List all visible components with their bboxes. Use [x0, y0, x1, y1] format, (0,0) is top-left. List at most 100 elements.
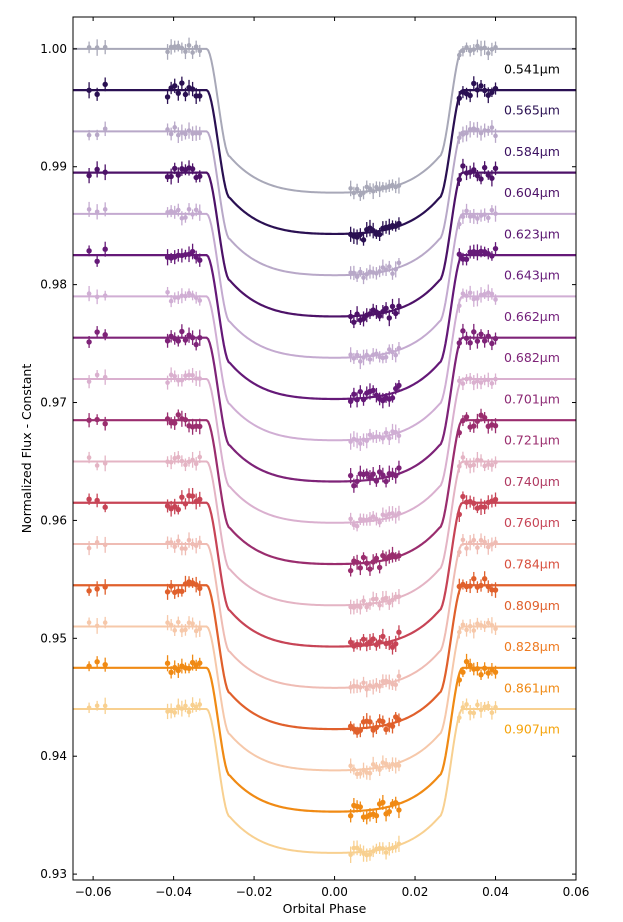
- data-point: [489, 462, 495, 468]
- data-point: [102, 169, 108, 175]
- data-point: [367, 516, 373, 522]
- data-series-10: [86, 450, 498, 615]
- data-point: [482, 463, 487, 469]
- data-point: [364, 604, 370, 610]
- wavelength-label-4: 0.623μm: [504, 226, 560, 241]
- data-point: [94, 416, 100, 423]
- data-point: [475, 127, 480, 133]
- data-point: [464, 208, 469, 214]
- data-point: [460, 455, 466, 460]
- data-point: [102, 584, 108, 590]
- y-tick-label: 0.94: [40, 749, 67, 763]
- data-point: [485, 620, 491, 626]
- data-point: [393, 267, 399, 272]
- data-point: [193, 207, 199, 213]
- data-point: [471, 462, 477, 468]
- data-point: [354, 438, 360, 443]
- data-point: [489, 125, 495, 130]
- data-point: [183, 373, 188, 379]
- data-point: [102, 542, 108, 548]
- data-point: [460, 163, 466, 169]
- wavelength-label-0: 0.541μm: [504, 61, 560, 76]
- data-point: [460, 705, 466, 710]
- data-point: [460, 493, 466, 500]
- data-point: [383, 305, 389, 312]
- wavelength-label-10: 0.740μm: [504, 474, 560, 489]
- data-point: [456, 429, 463, 436]
- data-point: [467, 340, 473, 346]
- data-point: [460, 622, 466, 628]
- data-point: [489, 340, 495, 347]
- data-point: [354, 274, 360, 280]
- data-point: [376, 313, 383, 319]
- data-point: [175, 454, 181, 460]
- data-point: [86, 248, 92, 254]
- data-point: [186, 290, 192, 296]
- data-point: [478, 46, 484, 51]
- data-point: [361, 190, 366, 196]
- data-point: [347, 472, 354, 479]
- data-point: [360, 636, 367, 642]
- wavelength-label-7: 0.682μm: [504, 350, 560, 365]
- data-point: [482, 624, 487, 629]
- data-point: [186, 459, 192, 465]
- data-point: [463, 658, 470, 665]
- data-point: [197, 660, 203, 666]
- data-point: [478, 537, 484, 543]
- data-point: [374, 596, 379, 602]
- data-point: [374, 764, 379, 770]
- data-point: [179, 80, 185, 86]
- data-point: [377, 602, 382, 608]
- wavelength-label-9: 0.721μm: [504, 433, 560, 448]
- data-point: [370, 636, 376, 642]
- data-point: [370, 559, 376, 565]
- data-point: [373, 309, 380, 315]
- data-point: [357, 231, 364, 238]
- data-point: [370, 849, 376, 854]
- wavelength-labels: 0.541μm 0.565μm 0.584μm 0.604μm 0.623μm 0.643…: [504, 61, 560, 736]
- data-point: [373, 392, 380, 398]
- data-point: [347, 639, 354, 645]
- data-point: [189, 166, 196, 172]
- data-point: [190, 293, 195, 298]
- data-point: [492, 335, 499, 342]
- data-point: [358, 269, 363, 275]
- data-point: [376, 564, 383, 571]
- wavelength-label-15: 0.861μm: [504, 680, 560, 695]
- data-point: [361, 355, 366, 360]
- data-point: [471, 628, 477, 633]
- data-point: [481, 665, 488, 671]
- data-point: [489, 89, 495, 95]
- data-point: [456, 511, 463, 518]
- data-point: [94, 703, 100, 709]
- data-point: [471, 423, 477, 429]
- data-point: [482, 539, 487, 545]
- y-tick-label: 1.00: [40, 42, 67, 56]
- data-point: [485, 172, 491, 178]
- data-point: [348, 186, 353, 191]
- data-point: [471, 576, 477, 582]
- data-point: [478, 622, 484, 628]
- data-point: [475, 43, 480, 49]
- data-point: [463, 256, 470, 263]
- data-point: [478, 707, 484, 713]
- data-point: [175, 43, 181, 49]
- data-point: [358, 192, 363, 198]
- data-point: [168, 459, 174, 465]
- data-point: [380, 436, 386, 441]
- data-point: [460, 132, 466, 137]
- data-point: [474, 666, 481, 672]
- data-point: [197, 626, 203, 632]
- data-point: [175, 295, 181, 300]
- data-point: [493, 626, 498, 632]
- data-point: [463, 335, 470, 341]
- data-point: [478, 176, 484, 182]
- data-point: [396, 717, 402, 723]
- data-point: [460, 669, 466, 675]
- data-point: [457, 135, 462, 141]
- data-point: [464, 461, 469, 466]
- data-point: [471, 500, 477, 506]
- data-point: [351, 190, 357, 196]
- data-point: [393, 800, 399, 806]
- data-point: [197, 173, 203, 179]
